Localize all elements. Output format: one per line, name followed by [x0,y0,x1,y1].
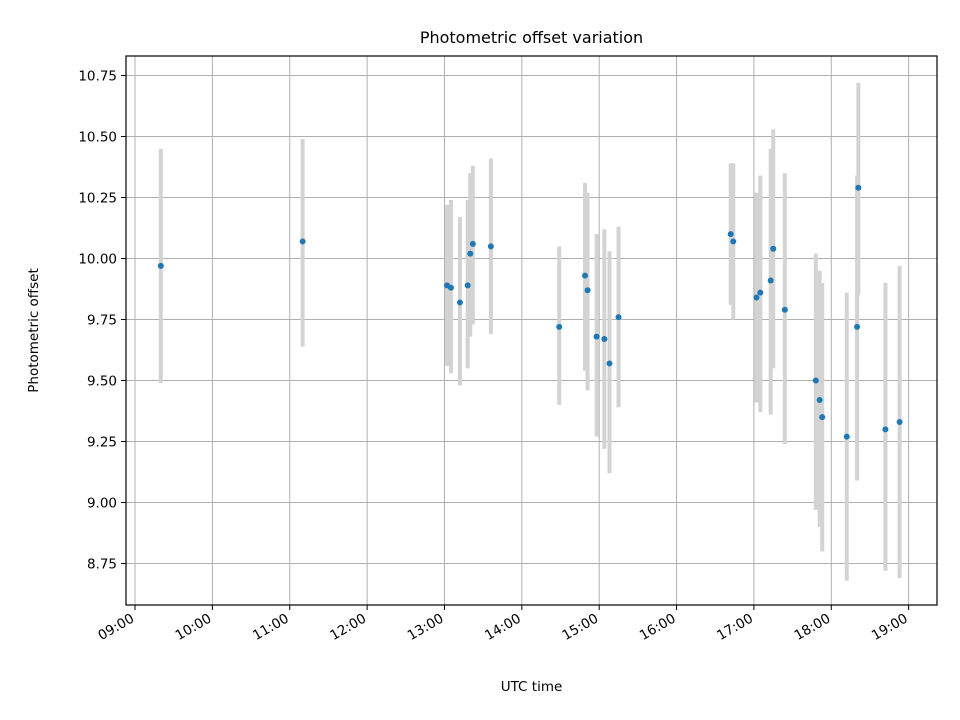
x-tick-label: 13:00 [405,611,447,644]
data-point [757,289,764,296]
data-point [770,245,777,252]
data-point [447,284,454,291]
y-tick-label: 8.75 [87,557,117,573]
data-point [464,282,471,289]
data-point [843,433,850,440]
data-point [469,240,476,247]
data-point [730,238,737,245]
data-point [456,299,463,306]
x-axis-ticks: 09:00 10:00 11:00 12:00 13:00 14:00 15:00 16:00… [95,605,911,644]
y-tick-label: 10.00 [78,252,117,268]
x-axis-label: UTC time [501,679,563,695]
data-point [584,287,591,294]
data-point [819,414,826,421]
x-tick-label: 15:00 [559,611,601,644]
grid-layer [126,56,937,605]
data-point [767,277,774,284]
y-tick-label: 9.50 [87,374,117,390]
data-point [854,323,861,330]
x-tick-label: 17:00 [714,611,756,644]
x-tick-label: 18:00 [792,611,834,644]
data-point [593,333,600,340]
data-point [753,294,760,301]
plot-frame [125,55,938,606]
y-tick-label: 9.00 [87,496,117,512]
y-tick-label: 10.25 [78,191,117,207]
data-point [781,306,788,313]
data-point [855,184,862,191]
y-tick-label: 10.50 [78,130,117,146]
data-point [606,360,613,367]
data-point [615,314,622,321]
data-point [556,323,563,330]
data-point [157,262,164,269]
x-tick-label: 19:00 [869,611,911,644]
x-tick-label: 11:00 [250,611,292,644]
data-point [299,238,306,245]
y-axis-ticks: 8.75 9.00 9.25 9.50 9.75 10.00 10.25 10.50 10.75 [78,69,126,573]
x-tick-label: 12:00 [327,611,369,644]
data-point [896,419,903,425]
data-point [487,243,494,250]
data-point [882,426,889,433]
data-point [601,336,608,343]
data-point [467,250,474,257]
data-point [727,231,734,238]
y-tick-label: 10.75 [78,69,117,85]
x-tick-label: 16:00 [637,611,679,644]
x-tick-label: 10:00 [173,611,215,644]
data-point [582,272,589,279]
data-point [816,397,823,404]
errorbar-layer [158,82,902,581]
y-tick-label: 9.75 [87,313,117,329]
chart-title: Photometric offset variation [420,28,643,47]
point-layer [157,184,903,440]
x-tick-label: 09:00 [95,611,137,644]
data-point [812,377,819,384]
y-axis-label: Photometric offset [26,268,42,392]
y-tick-label: 9.25 [87,435,117,451]
x-tick-label: 14:00 [482,611,524,644]
